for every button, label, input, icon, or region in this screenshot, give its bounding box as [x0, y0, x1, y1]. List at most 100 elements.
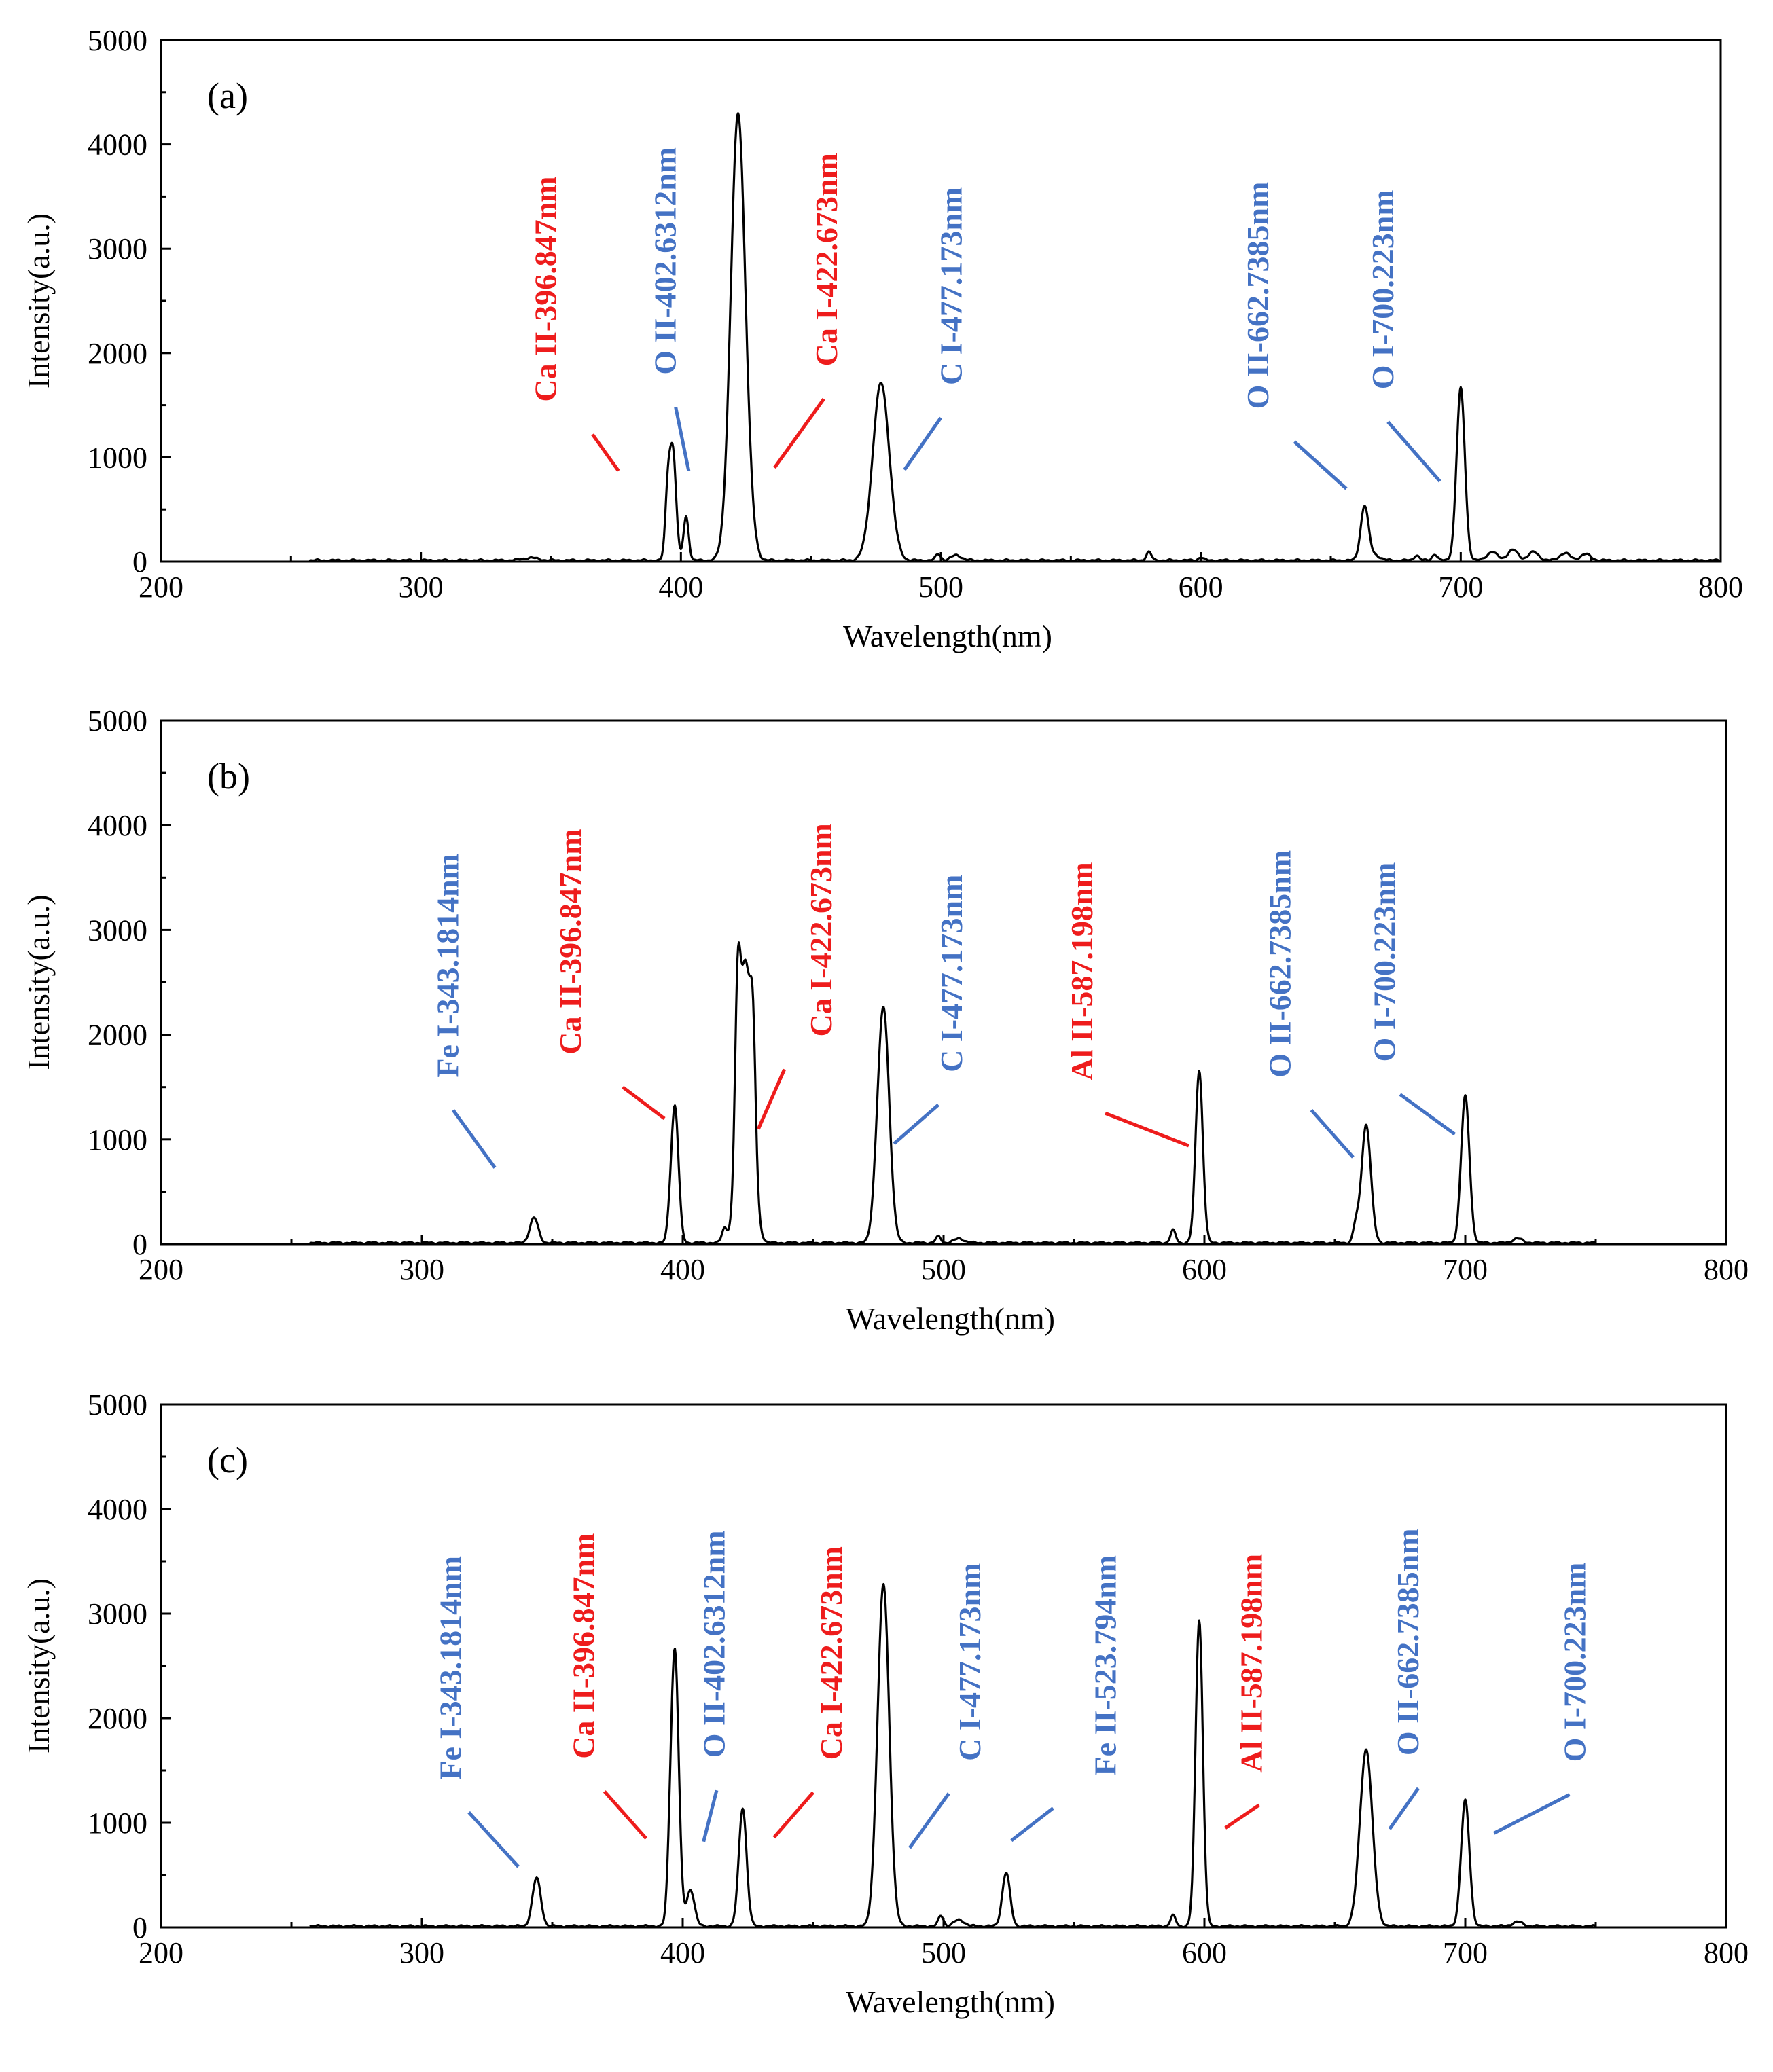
- x-axis-title: Wavelength(nm): [843, 619, 1052, 653]
- y-tick-label: 3000: [88, 913, 147, 947]
- panel-label: (c): [207, 1440, 248, 1480]
- y-tick-label: 3000: [88, 232, 147, 266]
- annotation-tick: [603, 1790, 648, 1840]
- x-tick-label: 400: [660, 1936, 705, 1969]
- annotation-tick: [893, 1104, 939, 1145]
- peak-annotation-label: Ca II-396.847nm: [529, 176, 563, 401]
- annotation-tick: [452, 1109, 497, 1169]
- annotation-tick: [1386, 420, 1441, 483]
- peak-annotation-label: O II-662.7385nm: [1240, 182, 1275, 410]
- annotation-tick: [1399, 1093, 1456, 1136]
- panel-label: (b): [207, 756, 250, 797]
- spectrum-line: [308, 112, 1721, 563]
- x-tick-label: 800: [1698, 570, 1743, 604]
- annotation-tick: [773, 397, 825, 469]
- y-tick-label: 0: [132, 1228, 147, 1261]
- peak-annotation-label: O I-700.223nm: [1367, 862, 1401, 1062]
- y-tick-label: 4000: [88, 809, 147, 842]
- annotation-tick: [702, 1789, 719, 1842]
- x-axis-title: Wavelength(nm): [846, 1984, 1055, 2019]
- x-tick-label: 500: [921, 1936, 966, 1969]
- annotation-tick: [772, 1791, 814, 1839]
- x-tick-label: 200: [139, 1253, 183, 1286]
- annotation-tick: [1224, 1803, 1261, 1830]
- x-tick-label: 500: [918, 570, 963, 604]
- x-tick-label: 600: [1179, 570, 1223, 604]
- x-tick-label: 700: [1438, 570, 1483, 604]
- chart-panel-b: 200 300 400 500 600 700 800 0 1000 2000 3000 4000 50…: [21, 704, 1749, 1336]
- peak-annotation-label: Fe I-343.1814nm: [433, 1556, 468, 1780]
- peak-annotation-label: Ca I-422.673nm: [804, 823, 838, 1036]
- x-tick-label: 300: [399, 570, 444, 604]
- peak-annotation-label: O I-700.223nm: [1365, 189, 1400, 389]
- peak-annotation-label: O I-700.223nm: [1558, 1563, 1592, 1762]
- x-tick-label: 800: [1704, 1936, 1749, 1969]
- peak-annotation-label: Ca I-422.673nm: [814, 1546, 848, 1760]
- peak-annotation-label: C I-477.173nm: [952, 1563, 987, 1761]
- peak-annotation-label: Fe II-523.794nm: [1088, 1555, 1122, 1776]
- y-tick-label: 0: [132, 545, 147, 579]
- annotation-tick: [1105, 1111, 1189, 1148]
- y-tick-label: 0: [132, 1911, 147, 1944]
- annotation-tick: [903, 416, 943, 471]
- x-tick-label: 400: [660, 1253, 705, 1286]
- x-tick-label: 200: [139, 1936, 183, 1969]
- annotation-tick: [757, 1068, 787, 1130]
- plot-frame: [160, 1403, 1727, 1929]
- annotation-tick: [1293, 440, 1348, 490]
- x-axis-title: Wavelength(nm): [846, 1301, 1055, 1336]
- y-tick-label: 5000: [88, 24, 147, 57]
- peak-annotation-label: Al II-587.198nm: [1064, 862, 1099, 1080]
- annotation-tick: [622, 1085, 666, 1120]
- x-tick-label: 600: [1182, 1936, 1227, 1969]
- spectrum-line: [309, 941, 1596, 1246]
- x-tick-label: 600: [1182, 1253, 1227, 1286]
- y-tick-label: 2000: [88, 337, 147, 370]
- spectrum-line: [309, 1582, 1596, 1929]
- x-tick-label: 200: [139, 570, 183, 604]
- peak-annotation-label: O II-402.6312nm: [696, 1530, 731, 1758]
- y-tick-label: 2000: [88, 1019, 147, 1052]
- x-tick-label: 800: [1704, 1253, 1749, 1286]
- peak-annotation-label: Ca II-396.847nm: [553, 829, 588, 1054]
- y-axis-title: Intensity(a.u.): [21, 213, 56, 388]
- annotation-tick: [1493, 1793, 1571, 1835]
- x-tick-label: 300: [399, 1936, 444, 1969]
- x-tick-label: 700: [1443, 1253, 1488, 1286]
- peak-annotation-label: O II-402.6312nm: [648, 147, 683, 375]
- y-axis-title: Intensity(a.u.): [21, 1578, 56, 1753]
- annotation-tick: [467, 1811, 520, 1868]
- y-axis-title: Intensity(a.u.): [21, 894, 56, 1070]
- peak-annotation-label: O II-662.7385nm: [1391, 1528, 1425, 1756]
- peak-annotation-label: Al II-587.198nm: [1234, 1554, 1268, 1773]
- peak-annotation-label: Ca II-396.847nm: [566, 1533, 601, 1759]
- panel-label: (a): [207, 75, 248, 116]
- x-tick-label: 700: [1443, 1936, 1488, 1969]
- peak-annotation-label: Ca I-422.673nm: [809, 153, 844, 366]
- peak-annotation-label: O II-662.7385nm: [1263, 850, 1297, 1078]
- y-tick-label: 4000: [88, 1493, 147, 1526]
- x-tick-label: 400: [658, 570, 703, 604]
- y-tick-label: 1000: [88, 1123, 147, 1157]
- y-tick-label: 3000: [88, 1597, 147, 1631]
- y-tick-label: 1000: [88, 1806, 147, 1840]
- peak-annotation-label: Fe I-343.1814nm: [431, 854, 465, 1078]
- annotation-tick: [908, 1792, 950, 1849]
- peak-annotation-label: C I-477.173nm: [934, 187, 969, 385]
- chart-panel-a: 200 300 400 500 600 700 800 0 1000 2000 3000 4000 50…: [21, 24, 1743, 653]
- y-tick-label: 2000: [88, 1702, 147, 1735]
- x-tick-label: 500: [921, 1253, 966, 1286]
- y-tick-label: 5000: [88, 704, 147, 738]
- y-tick-label: 1000: [88, 441, 147, 474]
- x-tick-label: 300: [399, 1253, 444, 1286]
- chart-panel-c: 200 300 400 500 600 700 800 0 1000 2000 3000 4000 50…: [21, 1388, 1749, 2019]
- annotation-tick: [674, 407, 691, 471]
- annotation-tick: [1010, 1806, 1054, 1842]
- y-tick-label: 5000: [88, 1388, 147, 1421]
- y-tick-label: 4000: [88, 128, 147, 162]
- annotation-tick: [1310, 1108, 1355, 1159]
- peak-annotation-label: C I-477.173nm: [934, 875, 969, 1072]
- annotation-tick: [1388, 1787, 1420, 1830]
- annotation-tick: [591, 433, 620, 472]
